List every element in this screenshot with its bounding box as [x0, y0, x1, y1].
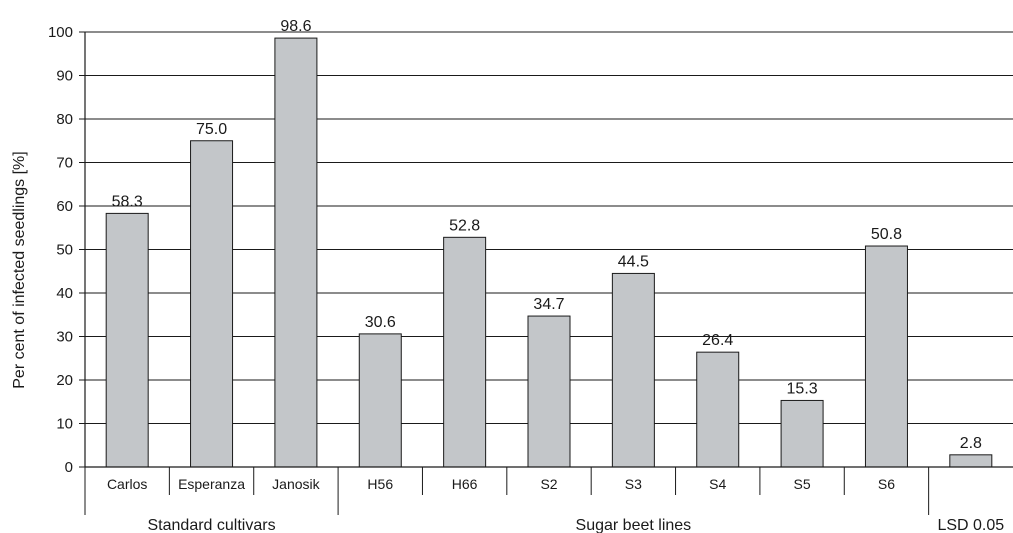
value-label: 58.3 [112, 193, 143, 210]
x-tick-label: Esperanza [178, 476, 245, 492]
y-tick-label: 70 [56, 155, 73, 172]
bars [105, 37, 993, 468]
bar [611, 272, 655, 468]
value-label: 2.8 [960, 435, 982, 452]
y-tick-label: 30 [56, 329, 73, 346]
x-tick-label: S4 [709, 476, 726, 492]
value-labels: 58.3 75.0 98.6 30.6 52.8 34.7 44.5 26.4 15.3 50.8… [112, 18, 982, 452]
bar [358, 333, 402, 468]
value-label: 30.6 [365, 314, 396, 331]
x-tick-label: S5 [794, 476, 811, 492]
value-label: 44.5 [618, 253, 649, 270]
x-tick-label: Carlos [107, 476, 147, 492]
x-axis: Carlos Esperanza Janosik H56 H66 S2 S3 S4 S5 S6 St… [84, 466, 1013, 533]
group-label: Sugar beet lines [576, 517, 692, 533]
y-tick-label: 90 [56, 68, 73, 85]
bar [696, 351, 740, 468]
y-tick-label: 20 [56, 372, 73, 389]
value-label: 52.8 [449, 217, 480, 234]
bar [527, 315, 571, 468]
bar [443, 236, 487, 468]
x-tick-label: S3 [625, 476, 642, 492]
bar [105, 212, 149, 468]
x-tick-label: S2 [540, 476, 557, 492]
group-label: Standard cultivars [148, 517, 276, 533]
y-tick-label: 10 [56, 416, 73, 433]
value-label: 15.3 [787, 380, 818, 397]
bar [190, 140, 234, 468]
value-label: 98.6 [280, 18, 311, 35]
y-axis: 0 10 20 30 40 50 60 70 80 90 100 [48, 24, 86, 476]
y-tick-label: 0 [65, 459, 73, 476]
x-tick-label: H66 [452, 476, 478, 492]
y-tick-label: 40 [56, 285, 73, 302]
value-label: 75.0 [196, 121, 227, 138]
y-axis-label: Per cent of infected seedlings [%] [11, 151, 28, 388]
gridlines [85, 31, 1013, 468]
y-tick-label: 60 [56, 198, 73, 215]
value-label: 34.7 [533, 296, 564, 313]
group-label: LSD 0.05 [937, 517, 1004, 533]
bar [780, 399, 824, 468]
value-label: 26.4 [702, 332, 733, 349]
x-tick-label: H56 [367, 476, 393, 492]
value-label: 50.8 [871, 226, 902, 243]
y-tick-label: 100 [48, 24, 73, 41]
bar [864, 245, 908, 468]
bar [949, 454, 993, 468]
x-tick-label: Janosik [272, 476, 320, 492]
x-tick-label: S6 [878, 476, 895, 492]
y-tick-label: 80 [56, 111, 73, 128]
y-tick-label: 50 [56, 242, 73, 259]
bar [274, 37, 318, 468]
